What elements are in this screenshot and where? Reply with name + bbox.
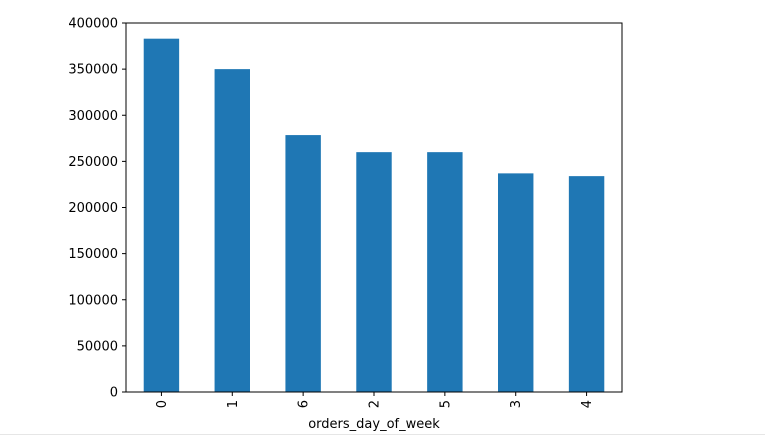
bar-6 [285, 135, 321, 393]
x-tick-label: 1 [226, 400, 241, 408]
x-tick-label: 5 [438, 400, 453, 408]
plot-frame [125, 22, 623, 393]
bottom-divider [0, 434, 765, 435]
x-axis-label: orders_day_of_week [308, 417, 440, 432]
y-axis-ticks: 0 50000 100000 150000 200000 250000 300000 3500… [68, 17, 126, 401]
y-tick-label: 0 [110, 386, 118, 401]
y-tick-label: 50000 [77, 339, 118, 354]
y-tick-label: 100000 [68, 293, 118, 308]
y-tick-label: 200000 [68, 201, 118, 216]
x-tick-label: 6 [297, 400, 312, 408]
x-axis-ticks: 0 1 6 2 5 3 4 [155, 392, 595, 408]
x-tick-label: 3 [509, 400, 524, 408]
y-tick-label: 150000 [68, 247, 118, 262]
bar-3 [498, 173, 534, 392]
y-tick-label: 400000 [68, 17, 118, 32]
x-tick-label: 4 [580, 400, 595, 408]
bar-0 [143, 38, 180, 393]
bar-4 [568, 176, 605, 392]
x-tick-label: 0 [155, 400, 170, 408]
bar-5 [427, 152, 463, 392]
y-tick-label: 250000 [68, 155, 118, 170]
bar-1 [214, 69, 250, 392]
x-tick-label: 2 [368, 400, 383, 408]
bars-group [143, 38, 605, 393]
y-tick-label: 300000 [68, 109, 118, 124]
y-tick-label: 350000 [68, 63, 118, 78]
bar-2 [356, 152, 392, 392]
